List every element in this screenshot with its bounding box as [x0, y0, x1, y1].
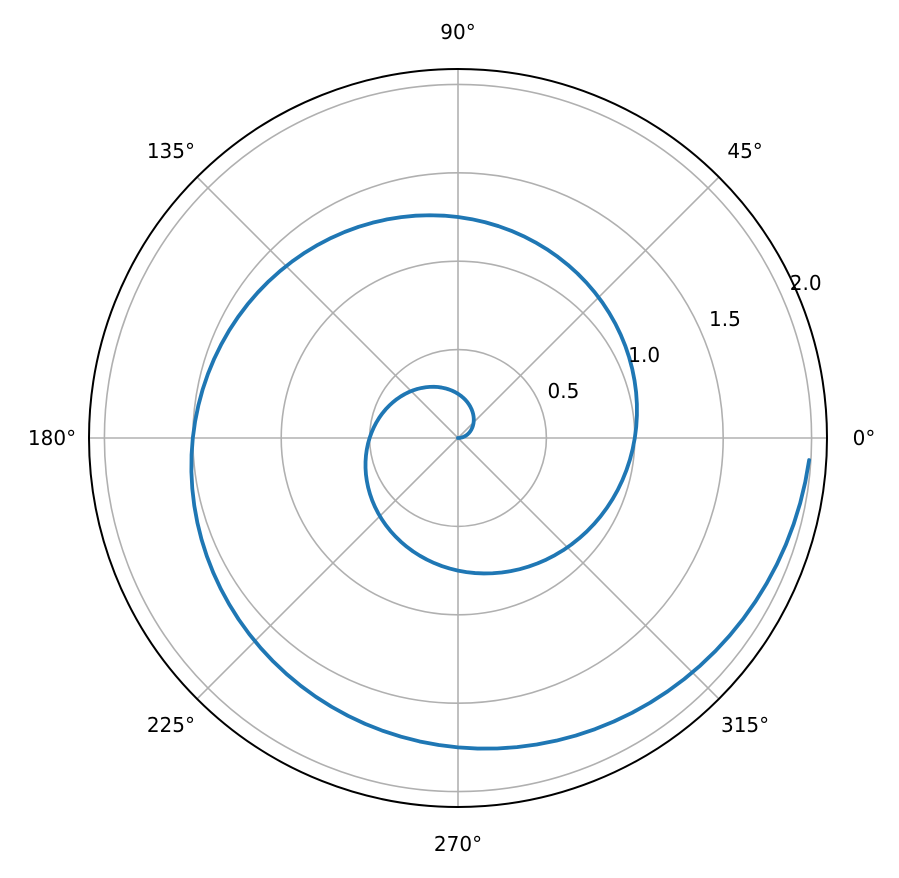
theta-tick-label-0: 0° — [853, 426, 876, 450]
theta-gridline-45 — [457, 176, 720, 439]
theta-tick-labels: 0° 45° 90° 135° 180° 225° 270° 315° — [28, 20, 875, 856]
theta-tick-label-225: 225° — [147, 713, 195, 737]
polar-spine-circle — [88, 68, 828, 808]
r-tick-label-0.5: 0.5 — [548, 379, 580, 403]
theta-tick-label-90: 90° — [440, 20, 475, 44]
theta-gridline-225 — [196, 437, 459, 700]
r-tick-label-1.5: 1.5 — [709, 307, 741, 331]
theta-tick-label-180: 180° — [28, 426, 76, 450]
theta-tick-label-315: 315° — [721, 713, 769, 737]
theta-tick-label-270: 270° — [434, 832, 482, 856]
archimedean-spiral-line — [189, 213, 812, 751]
theta-tick-label-45: 45° — [727, 139, 762, 163]
r-tick-label-1: 1.0 — [628, 343, 660, 367]
theta-gridline-315 — [457, 437, 720, 700]
outer-spine — [88, 68, 828, 808]
r-tick-label-2: 2.0 — [790, 271, 822, 295]
radial-tick-labels: 0.5 1.0 1.5 2.0 — [548, 271, 822, 403]
theta-tick-label-135: 135° — [147, 139, 195, 163]
theta-gridlines — [89, 69, 827, 807]
spiral-series — [189, 213, 812, 751]
theta-gridline-135 — [196, 176, 459, 439]
